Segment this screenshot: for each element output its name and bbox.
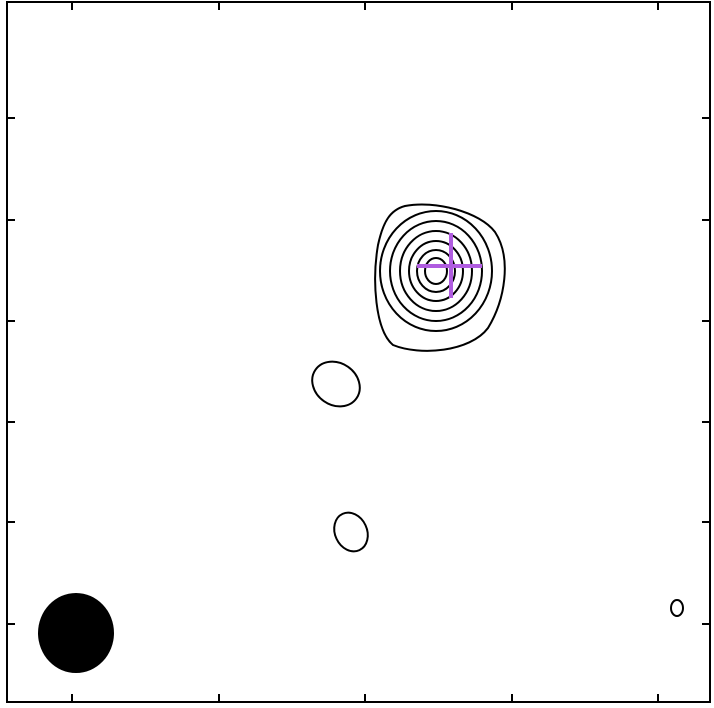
contour-blob-small-right [670, 599, 684, 617]
contour-level-3 [389, 220, 483, 322]
contour-level-6 [416, 249, 456, 293]
contour-level-1 [374, 203, 506, 352]
axis-ticks [7, 2, 710, 702]
contour-level-4 [399, 230, 473, 312]
contour-level-2 [379, 210, 493, 332]
source-marker [417, 233, 482, 298]
contour-blob-middle [311, 360, 361, 408]
contour-level-5 [408, 240, 464, 302]
beam-ellipse [38, 593, 114, 673]
contour-level-7 [424, 257, 448, 285]
contour-group [311, 203, 684, 617]
plot-frame [6, 1, 711, 703]
contour-blob-lower [333, 511, 369, 553]
